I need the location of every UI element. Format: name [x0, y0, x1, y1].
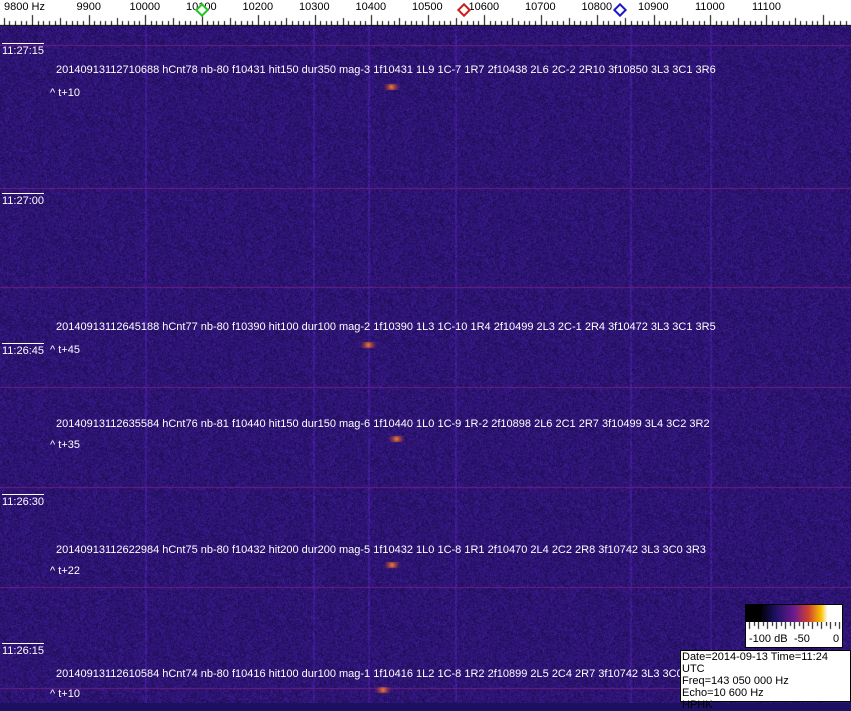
legend-label-min: -100 dB — [749, 633, 788, 645]
detection-line: 20140913112710688 hCnt78 nb-80 f10431 hi… — [56, 64, 716, 76]
color-scale-legend: -100 dB -50 0 — [745, 604, 843, 648]
frequency-label: 10300 — [299, 1, 330, 13]
detection-offset: ^ t+35 — [50, 439, 80, 451]
frequency-scale: 9800 Hz990010000101001020010300104001050… — [0, 0, 851, 26]
frequency-label: 10700 — [525, 1, 556, 13]
detection-offset: ^ t+22 — [50, 565, 80, 577]
timestamp: 11:26:45 — [2, 343, 45, 357]
info-box: Date=2014-09-13 Time=11:24 UTC Freq=143 … — [680, 650, 851, 711]
frequency-label: 10800 — [581, 1, 613, 13]
legend-label-max: 0 — [833, 633, 840, 645]
color-gradient — [746, 605, 842, 622]
detection-line: 20140913112610584 hCnt74 nb-80 f10416 hi… — [56, 668, 692, 680]
info-date-time: Date=2014-09-13 Time=11:24 UTC — [682, 651, 828, 675]
frequency-label: 9900 — [76, 1, 101, 13]
frequency-ticks — [0, 0, 851, 26]
frequency-label: 11100 — [752, 1, 781, 13]
frequency-label: 10200 — [242, 1, 274, 13]
frequency-label: 11000 — [695, 1, 725, 13]
timestamp: 11:26:15 — [2, 643, 45, 657]
info-freq: Freq=143 050 000 Hz — [682, 675, 789, 687]
timestamp: 11:27:15 — [2, 43, 45, 57]
detection-offset: ^ t+10 — [50, 688, 80, 700]
frequency-label: 9800 Hz — [4, 1, 45, 13]
frequency-label: 10000 — [129, 1, 161, 13]
timestamp: 11:26:30 — [2, 494, 45, 508]
detection-offset: ^ t+45 — [50, 344, 80, 356]
legend-ticks — [746, 622, 842, 632]
frequency-label: 10400 — [355, 1, 387, 13]
frequency-label: 10500 — [412, 1, 443, 13]
timestamp: 11:27:00 — [2, 193, 45, 207]
info-station: HPHK — [682, 699, 713, 711]
waterfall-spectrogram — [0, 26, 851, 703]
legend-label-mid: -50 — [794, 633, 810, 645]
detection-line: 20140913112645188 hCnt77 nb-80 f10390 hi… — [56, 321, 716, 333]
frequency-label: 10600 — [468, 1, 500, 13]
frequency-label: 10900 — [638, 1, 669, 13]
detection-line: 20140913112622984 hCnt75 nb-80 f10432 hi… — [56, 544, 706, 556]
info-echo: Echo=10 600 Hz — [682, 687, 764, 699]
detection-offset: ^ t+10 — [50, 87, 80, 99]
detection-line: 20140913112635584 hCnt76 nb-81 f10440 hi… — [56, 418, 710, 430]
